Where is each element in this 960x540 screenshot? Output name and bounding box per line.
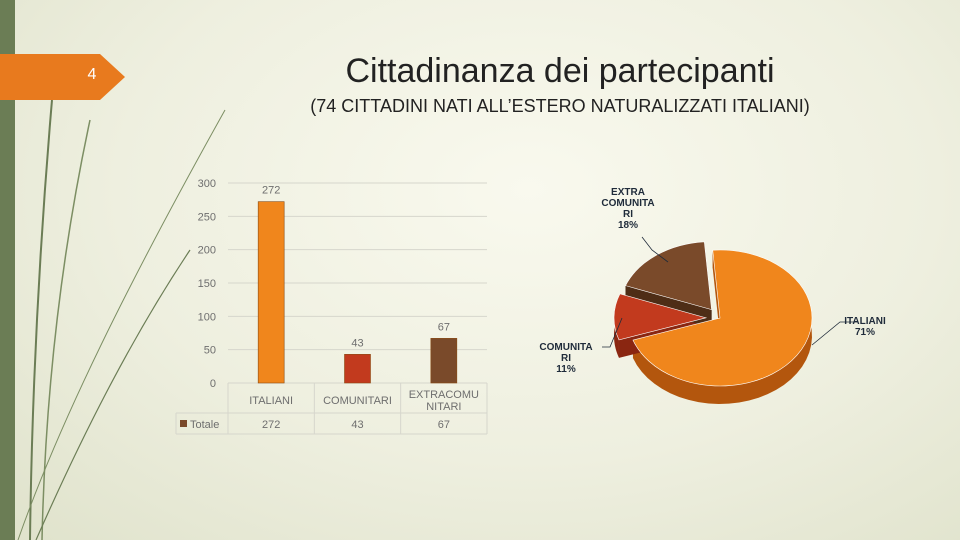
pie-label-extracomunitari: COMUNITA [601,198,654,209]
leader-line [641,236,669,263]
y-tick-label: 0 [210,378,216,390]
y-tick-label: 200 [198,245,216,257]
pie-label-extracomunitari: RI [623,209,633,220]
y-tick-label: 50 [204,345,216,357]
bar-value-label: 43 [351,337,363,349]
decorative-lines [17,99,226,540]
pie-label-extracomunitari: 18% [618,220,638,231]
bar [344,354,371,384]
pie-slice [613,293,708,341]
leader-line [811,321,858,346]
legend-series-name: Totale [190,419,219,431]
left-sidebar-bar [0,0,15,540]
bar [257,201,285,384]
page-number-tag [0,54,125,100]
y-tick-label: 250 [198,211,216,223]
pie-label-comunitari: COMUNITA [539,342,592,353]
page-number: 4 [87,66,97,83]
pie-label-italiani: 71% [855,327,875,338]
table-value: 67 [438,419,450,431]
pie-slice-edge [712,250,720,336]
pie-label-italiani: ITALIANI [844,316,886,327]
bar-value-label: 272 [262,185,280,197]
y-tick-label: 150 [198,278,216,290]
legend-key [180,420,187,427]
x-category-label: NITARI [426,401,461,413]
pie-slice [632,249,813,387]
pie-slice [625,241,712,311]
pie-label-comunitari: 11% [556,364,576,375]
bar-value-label: 67 [438,321,450,333]
table-value: 43 [351,419,363,431]
slide-subtitle: (74 CITTADINI NATI ALL’ESTERO NATURALIZZ… [310,96,810,116]
x-category-label: EXTRACOMU [409,389,479,401]
y-tick-label: 300 [198,178,216,190]
table-value: 272 [262,419,280,431]
pie-label-comunitari: RI [561,353,571,364]
x-category-label: ITALIANI [249,395,293,407]
slide-title: Cittadinanza dei partecipanti [345,52,775,90]
bar [430,338,458,384]
pie-label-extracomunitari: EXTRA [611,187,645,198]
x-category-label: COMUNITARI [323,395,392,407]
y-tick-label: 100 [198,311,216,323]
leader-line [602,317,623,348]
